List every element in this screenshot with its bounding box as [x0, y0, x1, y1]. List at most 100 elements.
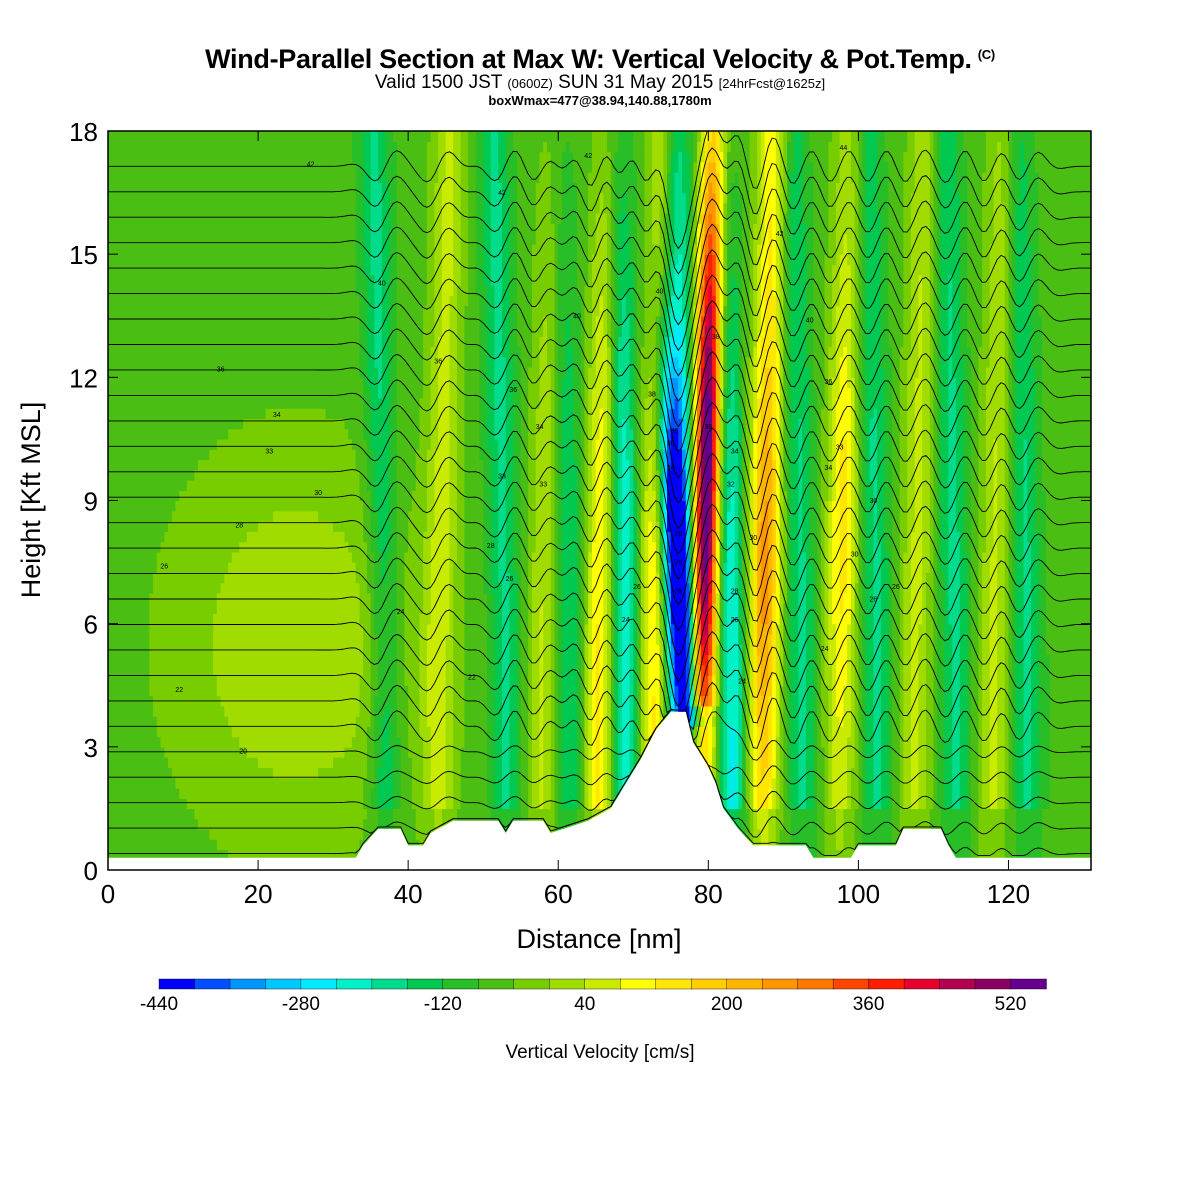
velocity-cell: [892, 787, 901, 799]
velocity-cell: [486, 644, 495, 656]
velocity-cell: [1046, 592, 1091, 604]
velocity-cell: [880, 767, 889, 779]
velocity-cell: [802, 541, 811, 553]
velocity-cell: [1004, 818, 1017, 830]
velocity-cell: [689, 490, 694, 502]
velocity-cell: [745, 736, 751, 748]
velocity-cell: [344, 531, 364, 543]
velocity-cell: [704, 469, 713, 481]
velocity-cell: [933, 654, 938, 666]
velocity-cell: [708, 664, 713, 676]
velocity-cell: [708, 654, 713, 666]
velocity-cell: [580, 613, 586, 625]
velocity-cell: [790, 438, 799, 450]
velocity-cell: [550, 551, 556, 563]
velocity-cell: [978, 428, 987, 440]
velocity-cell: [637, 695, 642, 707]
velocity-cell: [1004, 828, 1017, 840]
velocity-cell: [659, 510, 664, 522]
velocity-cell: [775, 808, 784, 820]
velocity-cell: [689, 613, 694, 625]
velocity-cell: [809, 521, 818, 532]
velocity-cell: [610, 726, 616, 738]
velocity-cell: [824, 746, 829, 758]
velocity-cell: [693, 582, 698, 594]
velocity-cell: [1008, 603, 1013, 614]
velocity-cell: [637, 531, 642, 543]
velocity-cell: [772, 654, 777, 666]
velocity-cell: [640, 705, 646, 717]
velocity-cell: [888, 654, 893, 666]
velocity-cell: [1031, 623, 1040, 635]
velocity-cell: [783, 500, 788, 512]
velocity-cell: [884, 531, 893, 543]
velocity-cell: [1016, 736, 1025, 748]
velocity-cell: [562, 716, 578, 727]
velocity-cell: [580, 510, 586, 522]
velocity-cell: [798, 767, 807, 779]
velocity-cell: [757, 480, 762, 491]
velocity-cell: [742, 572, 747, 584]
velocity-cell: [622, 664, 631, 676]
velocity-cell: [486, 736, 495, 748]
velocity-cell: [775, 562, 781, 573]
velocity-cell: [539, 736, 544, 748]
velocity-cell: [562, 449, 574, 461]
velocity-cell: [404, 551, 424, 563]
velocity-cell: [798, 654, 807, 666]
velocity-cell: [768, 603, 773, 614]
velocity-cell: [464, 551, 484, 563]
velocity-cell: [640, 500, 646, 512]
velocity-cell: [865, 592, 874, 604]
velocity-cell: [854, 592, 859, 604]
velocity-cell: [588, 613, 593, 625]
velocity-cell: [618, 695, 623, 707]
velocity-cell: [944, 664, 953, 676]
velocity-cell: [108, 777, 177, 789]
velocity-cell: [723, 633, 728, 645]
velocity-cell: [543, 777, 552, 789]
velocity-cell: [817, 767, 826, 779]
velocity-cell: [550, 469, 556, 481]
velocity-cell: [772, 675, 777, 686]
velocity-cell: [1012, 798, 1017, 810]
velocity-cell: [948, 603, 961, 614]
velocity-cell: [633, 418, 638, 430]
velocity-cell: [1038, 705, 1051, 717]
velocity-cell: [396, 418, 420, 430]
velocity-cell: [528, 541, 537, 553]
velocity-cell: [502, 613, 511, 625]
velocity-cell: [648, 664, 661, 676]
velocity-cell: [929, 521, 935, 532]
velocity-cell: [592, 480, 597, 491]
velocity-cell: [652, 480, 657, 491]
velocity-cell: [809, 418, 818, 430]
velocity-cell: [798, 521, 803, 532]
velocity-cell: [817, 551, 822, 563]
velocity-cell: [438, 438, 451, 450]
velocity-cell: [520, 767, 529, 779]
velocity-cell: [663, 644, 668, 656]
velocity-cell: [940, 510, 949, 522]
velocity-cell: [1038, 664, 1051, 676]
velocity-cell: [989, 757, 998, 768]
velocity-cell: [712, 695, 717, 707]
velocity-cell: [700, 541, 706, 553]
velocity-cell: [426, 521, 435, 532]
velocity-cell: [513, 541, 522, 553]
velocity-cell: [1038, 716, 1051, 727]
velocity-cell: [813, 664, 818, 676]
velocity-cell: [850, 798, 859, 810]
velocity-cell: [989, 777, 998, 789]
velocity-cell: [659, 675, 664, 686]
velocity-cell: [757, 438, 762, 450]
velocity-cell: [745, 449, 751, 461]
velocity-cell: [693, 654, 698, 666]
velocity-cell: [1023, 613, 1032, 625]
velocity-cell: [607, 705, 612, 717]
velocity-cell: [426, 654, 447, 666]
velocity-cell: [899, 613, 905, 625]
velocity-cell: [618, 551, 623, 563]
velocity-cell: [742, 613, 747, 625]
velocity-cell: [903, 705, 912, 717]
